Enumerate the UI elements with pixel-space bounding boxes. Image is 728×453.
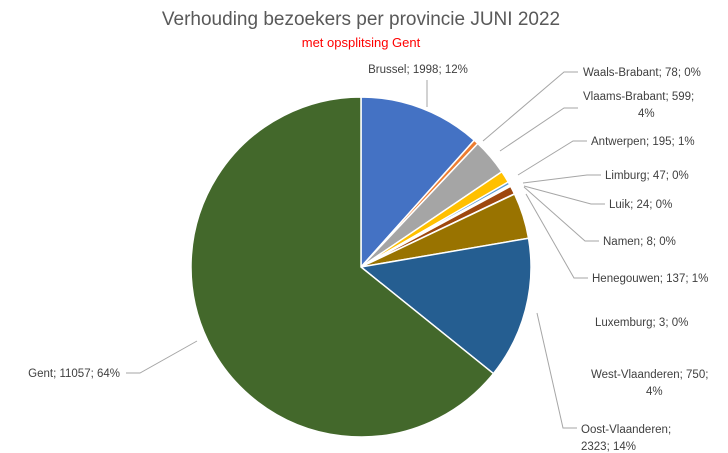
data-label-line: Vlaams-Brabant; 599; bbox=[583, 91, 694, 103]
leader-line-namen bbox=[523, 186, 599, 242]
data-label-line: Henegouwen; 137; 1% bbox=[592, 273, 708, 285]
leader-line-vlaams-brabant bbox=[499, 107, 578, 152]
data-label-oost-vlaanderen: Oost-Vlaanderen; 2323; 14% bbox=[581, 424, 671, 453]
data-label-line: Limburg; 47; 0% bbox=[605, 170, 689, 182]
leader-line-gent bbox=[126, 340, 198, 374]
data-label-line: Luxemburg; 3; 0% bbox=[595, 317, 688, 329]
data-label-west-vlaanderen: West-Vlaanderen; 750; 4% bbox=[591, 369, 708, 398]
chart-subtitle: met opsplitsing Gent bbox=[302, 35, 421, 50]
data-label-henegouwen: Henegouwen; 137; 1% bbox=[592, 273, 708, 285]
data-label-namen: Namen; 8; 0% bbox=[603, 236, 676, 248]
data-label-waals-brabant: Waals-Brabant; 78; 0% bbox=[583, 67, 701, 79]
data-label-line: 4% bbox=[646, 386, 663, 398]
data-label-vlaams-brabant: Vlaams-Brabant; 599; 4% bbox=[583, 91, 694, 120]
data-label-line: 4% bbox=[638, 108, 655, 120]
leader-line-antwerpen bbox=[517, 140, 587, 176]
data-label-line: Gent; 11057; 64% bbox=[28, 368, 120, 380]
pie-slices bbox=[190, 96, 532, 438]
pie-slice-brussel bbox=[360, 96, 476, 269]
data-labels: Brussel; 1998; 12% Waals-Brabant; 78; 0% V… bbox=[28, 64, 708, 453]
data-label-line: Antwerpen; 195; 1% bbox=[591, 136, 695, 148]
data-label-line: Namen; 8; 0% bbox=[603, 236, 676, 248]
leader-line-luik bbox=[523, 185, 605, 205]
data-label-line: Oost-Vlaanderen; bbox=[581, 424, 671, 436]
data-label-line: Brussel; 1998; 12% bbox=[368, 64, 468, 76]
leader-line-limburg bbox=[522, 174, 601, 184]
data-label-brussel: Brussel; 1998; 12% bbox=[368, 64, 468, 76]
data-label-gent: Gent; 11057; 64% bbox=[28, 368, 120, 380]
data-label-limburg: Limburg; 47; 0% bbox=[605, 170, 689, 182]
leader-line-oost-vlaanderen bbox=[536, 312, 577, 429]
data-label-luik: Luik; 24; 0% bbox=[609, 199, 672, 211]
leader-line-waals-brabant bbox=[482, 71, 578, 142]
data-label-line: 2323; 14% bbox=[581, 441, 636, 453]
data-label-antwerpen: Antwerpen; 195; 1% bbox=[591, 136, 695, 148]
leader-line-henegouwen bbox=[525, 193, 588, 279]
data-label-line: Luik; 24; 0% bbox=[609, 199, 672, 211]
chart-title: Verhouding bezoekers per provincie JUNI … bbox=[162, 9, 560, 30]
pie-slice-gent bbox=[190, 96, 495, 438]
data-label-line: West-Vlaanderen; 750; bbox=[591, 369, 708, 381]
data-label-line: Waals-Brabant; 78; 0% bbox=[583, 67, 701, 79]
data-label-luxemburg: Luxemburg; 3; 0% bbox=[595, 317, 688, 329]
pie-slice-oost-vlaanderen bbox=[359, 237, 532, 375]
